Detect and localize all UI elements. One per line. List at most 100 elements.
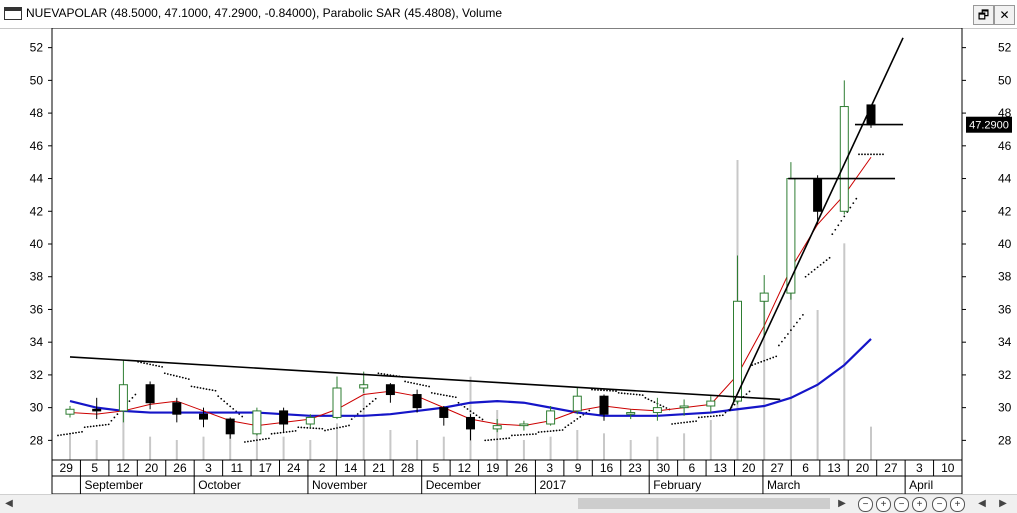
- sar-dot: [152, 364, 155, 366]
- sar-dot: [454, 396, 457, 399]
- month-label: November: [312, 478, 367, 492]
- sar-dot: [140, 361, 143, 364]
- sar-dot: [383, 373, 386, 376]
- sar-dot: [597, 389, 599, 391]
- candle-body: [759, 292, 769, 302]
- restore-button[interactable]: 🗗: [973, 5, 994, 25]
- sar-dot: [350, 418, 353, 420]
- sar-dot: [63, 433, 65, 436]
- sar-dot: [680, 422, 682, 424]
- sar-dot: [146, 362, 149, 365]
- volume-bar: [442, 436, 445, 460]
- sar-dot: [416, 383, 418, 385]
- sar-dot: [683, 421, 685, 424]
- sar-dot: [606, 389, 608, 392]
- volume-bar: [255, 433, 258, 460]
- sar-dot: [632, 393, 635, 396]
- candle-body: [733, 300, 742, 402]
- volume-bar: [549, 436, 552, 460]
- volume-bar: [309, 440, 312, 460]
- sar-dot: [484, 439, 487, 442]
- sar-dot: [793, 325, 795, 328]
- sar-dot: [721, 414, 724, 417]
- y-tick-label-left: 42: [30, 204, 44, 218]
- page-left-icon[interactable]: ◀: [978, 498, 986, 509]
- sar-dot: [463, 406, 466, 408]
- candle-body: [305, 416, 315, 425]
- sar-dot: [469, 410, 472, 412]
- candle-body: [572, 395, 582, 412]
- sar-dot: [787, 333, 789, 335]
- y-tick-label-left: 38: [30, 270, 44, 284]
- sar-dot: [505, 437, 508, 440]
- sar-dot: [66, 433, 68, 435]
- candle-body: [813, 178, 823, 212]
- sar-dot: [205, 388, 208, 390]
- y-tick-label-left: 36: [30, 302, 44, 316]
- candle-body: [332, 387, 342, 418]
- last-price-label: 47.2900: [969, 120, 1009, 132]
- sar-dot: [609, 389, 611, 392]
- sar-dot: [615, 390, 617, 392]
- sar-dot: [202, 387, 205, 390]
- close-button[interactable]: ✕: [994, 5, 1015, 25]
- sar-dot: [190, 385, 193, 388]
- plot-frame: [51, 27, 963, 461]
- sar-dot: [588, 409, 591, 412]
- sar-dot: [567, 424, 570, 427]
- sar-dot: [496, 438, 499, 441]
- sar-dot: [748, 390, 751, 393]
- sar-dot: [745, 393, 748, 395]
- y-tick-label-right: 40: [998, 237, 1012, 251]
- sar-dot: [561, 429, 564, 431]
- scroll-thumb[interactable]: [578, 498, 830, 509]
- zoom-fit-icon[interactable]: +: [912, 497, 927, 512]
- sar-dot: [306, 426, 309, 429]
- sar-dot: [107, 423, 110, 426]
- sar-dot: [659, 404, 662, 406]
- sar-dot: [825, 259, 828, 262]
- sar-dot: [882, 153, 884, 156]
- y-tick-label-right: 42: [998, 204, 1012, 218]
- zoom-out-icon[interactable]: −: [858, 497, 873, 512]
- sar-dot: [128, 400, 131, 402]
- scroll-right-icon[interactable]: ▶: [838, 498, 846, 509]
- date-tick-label: 12: [458, 461, 472, 475]
- sar-dot: [259, 438, 261, 441]
- sar-dot: [256, 439, 258, 442]
- sar-dot: [712, 415, 715, 417]
- sar-dot: [362, 408, 365, 410]
- sar-dot: [629, 393, 632, 395]
- candle-body: [225, 418, 235, 435]
- candle-body: [679, 405, 689, 409]
- sar-dot: [178, 376, 181, 378]
- date-tick-label: 3: [916, 461, 923, 475]
- sar-dot: [374, 397, 377, 400]
- sar-dot: [321, 427, 324, 430]
- candle-body: [519, 423, 529, 427]
- sar-dot: [535, 433, 537, 435]
- sar-dot: [83, 426, 86, 429]
- page-right-icon[interactable]: ▶: [999, 498, 1007, 509]
- zoom-in-more-icon[interactable]: +: [950, 497, 965, 512]
- scroll-track[interactable]: [16, 498, 831, 509]
- sar-dot: [514, 434, 516, 437]
- zoom-reset-icon[interactable]: −: [894, 497, 909, 512]
- sar-dot: [359, 410, 362, 413]
- date-tick-label: 26: [515, 461, 529, 475]
- sar-dot: [131, 396, 134, 399]
- sar-dot: [600, 389, 602, 392]
- chart-area[interactable]: 28 28 30 30 32 32 34 34 36 36 38 38 40 40 42 42 44 44 46 46…: [0, 27, 1017, 495]
- time-scrollbar[interactable]: ◀ ▶ − + − + − + ◀ ▶: [0, 494, 1017, 513]
- zoom-out-more-icon[interactable]: −: [932, 497, 947, 512]
- candle-body: [118, 384, 128, 412]
- zoom-in-icon[interactable]: +: [876, 497, 891, 512]
- sar-dot: [365, 405, 368, 408]
- sar-dot: [386, 373, 389, 376]
- scroll-left-icon[interactable]: ◀: [5, 498, 13, 509]
- volume-bar: [362, 380, 365, 460]
- sar-dot: [442, 394, 445, 396]
- date-tick-label: 9: [575, 461, 582, 475]
- sar-dot: [457, 401, 460, 404]
